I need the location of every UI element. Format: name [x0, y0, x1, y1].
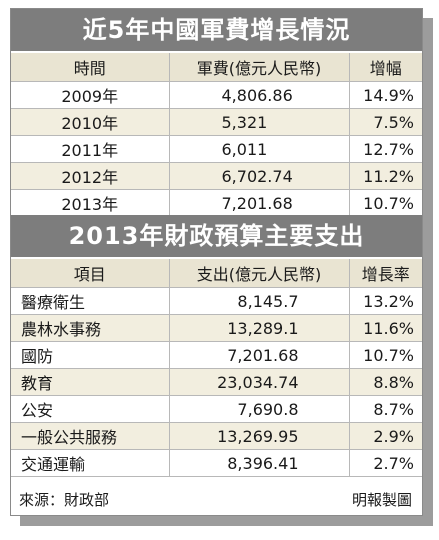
table2-title: 2013年財政預算主要支出 — [11, 215, 422, 257]
year-cell: 2013年 — [11, 189, 169, 217]
table-row: 2011年 6,011 12.7% — [11, 135, 422, 163]
column-header: 項目 — [11, 259, 169, 288]
growth-cell: 11.6% — [348, 314, 422, 342]
growth-cell: 11.2% — [348, 162, 422, 190]
expenditure-cell: 7,201.68 — [168, 341, 349, 369]
table-row: 國防 7,201.68 10.7% — [11, 341, 422, 369]
spending-cell: 6,011 — [168, 135, 349, 163]
spending-cell: 7,201.68 — [168, 189, 349, 217]
growth-cell: 12.7% — [348, 135, 422, 163]
table-row: 教育 23,034.74 8.8% — [11, 368, 422, 396]
item-cell: 醫療衛生 — [11, 287, 169, 315]
table-row: 農林水事務 13,289.1 11.6% — [11, 314, 422, 342]
column-header: 軍費(億元人民幣) — [168, 53, 349, 82]
column-header: 增幅 — [348, 53, 422, 82]
growth-cell: 10.7% — [348, 341, 422, 369]
year-cell: 2009年 — [11, 81, 169, 109]
table-row: 2010年 5,321 7.5% — [11, 108, 422, 136]
item-cell: 一般公共服務 — [11, 422, 169, 450]
growth-cell: 8.8% — [348, 368, 422, 396]
table-header-row: 項目 支出(億元人民幣) 增長率 — [11, 259, 422, 288]
expenditure-cell: 23,034.74 — [168, 368, 349, 396]
growth-cell: 13.2% — [348, 287, 422, 315]
table-row: 一般公共服務 13,269.95 2.9% — [11, 422, 422, 450]
table-row: 醫療衛生 8,145.7 13.2% — [11, 287, 422, 315]
table-row: 2012年 6,702.74 11.2% — [11, 162, 422, 190]
growth-cell: 8.7% — [348, 395, 422, 423]
item-cell: 國防 — [11, 341, 169, 369]
growth-cell: 10.7% — [348, 189, 422, 217]
spending-cell: 5,321 — [168, 108, 349, 136]
item-cell: 教育 — [11, 368, 169, 396]
year-cell: 2011年 — [11, 135, 169, 163]
item-cell: 交通運輸 — [11, 449, 169, 477]
expenditure-cell: 8,145.7 — [168, 287, 349, 315]
table-header-row: 時間 軍費(億元人民幣) 增幅 — [11, 53, 422, 82]
growth-cell: 2.7% — [348, 449, 422, 477]
growth-cell: 7.5% — [348, 108, 422, 136]
table1-title: 近5年中國軍費增長情況 — [11, 9, 422, 51]
growth-cell: 2.9% — [348, 422, 422, 450]
spending-cell: 6,702.74 — [168, 162, 349, 190]
expenditure-cell: 8,396.41 — [168, 449, 349, 477]
footer: 來源：財政部 明報製圖 — [11, 486, 422, 514]
panel: 近5年中國軍費增長情況 時間 軍費(億元人民幣) 增幅 2009年 4,806.… — [10, 8, 423, 516]
year-cell: 2010年 — [11, 108, 169, 136]
budget-expenditure-table: 項目 支出(億元人民幣) 增長率 醫療衛生 8,145.7 13.2% 農林水事… — [11, 259, 422, 477]
credit-note: 明報製圖 — [351, 491, 412, 509]
column-header: 時間 — [11, 53, 169, 82]
item-cell: 公安 — [11, 395, 169, 423]
source-note: 來源：財政部 — [19, 491, 110, 509]
expenditure-cell: 7,690.8 — [168, 395, 349, 423]
expenditure-cell: 13,289.1 — [168, 314, 349, 342]
column-header: 支出(億元人民幣) — [168, 259, 349, 288]
column-header: 增長率 — [348, 259, 422, 288]
growth-cell: 14.9% — [348, 81, 422, 109]
table-row: 公安 7,690.8 8.7% — [11, 395, 422, 423]
year-cell: 2012年 — [11, 162, 169, 190]
table-row: 交通運輸 8,396.41 2.7% — [11, 449, 422, 477]
military-spending-table: 時間 軍費(億元人民幣) 增幅 2009年 4,806.86 14.9% 201… — [11, 53, 422, 217]
table-row: 2009年 4,806.86 14.9% — [11, 81, 422, 109]
expenditure-cell: 13,269.95 — [168, 422, 349, 450]
spending-cell: 4,806.86 — [168, 81, 349, 109]
table-row: 2013年 7,201.68 10.7% — [11, 189, 422, 217]
item-cell: 農林水事務 — [11, 314, 169, 342]
